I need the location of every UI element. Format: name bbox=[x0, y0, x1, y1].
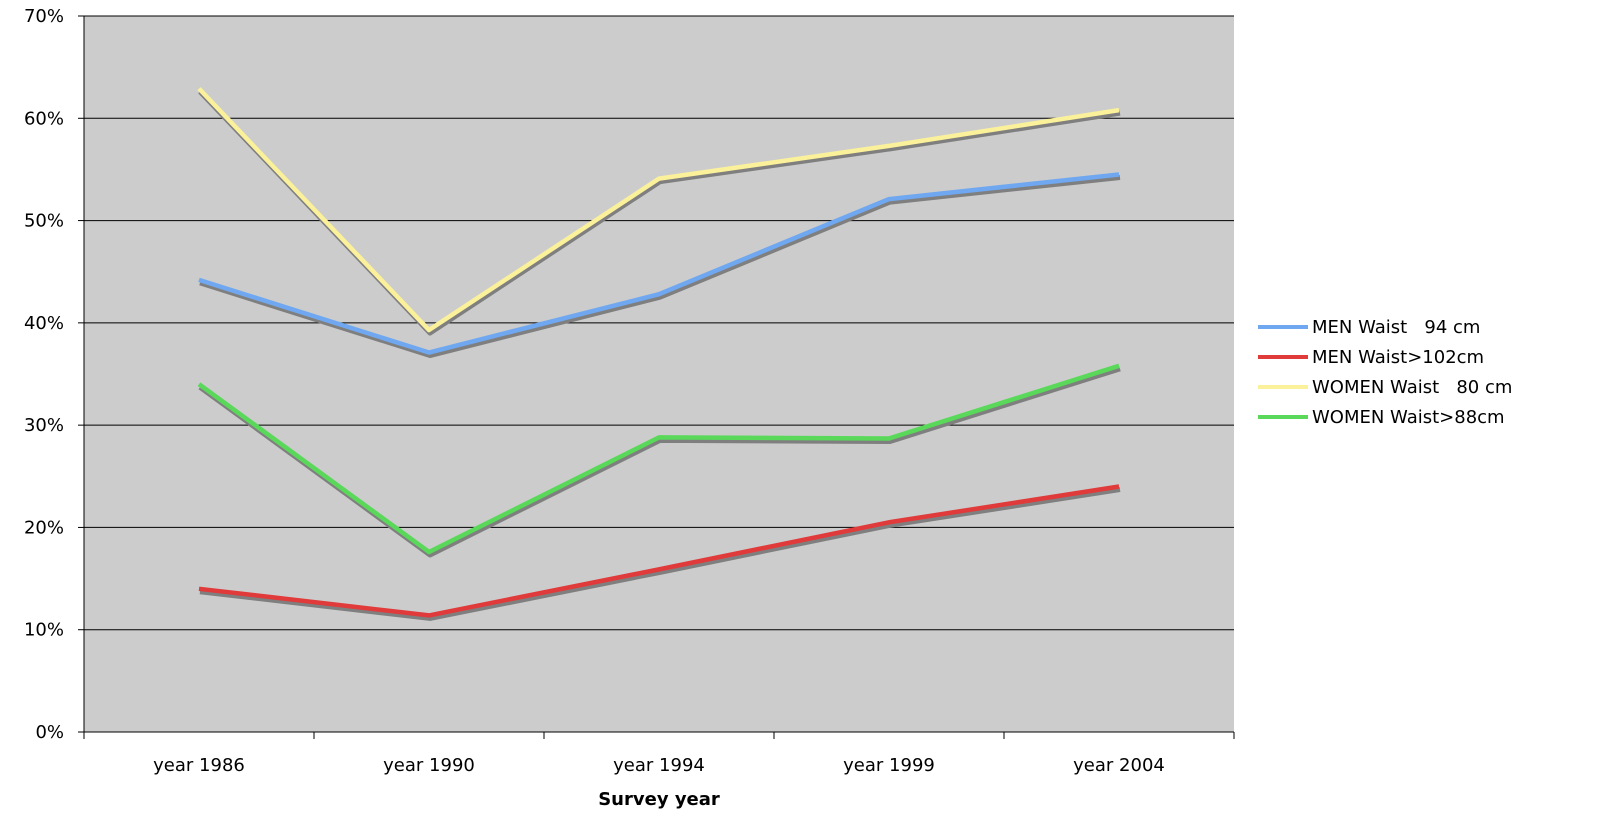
legend-item: MEN Waist>102cm bbox=[1258, 347, 1484, 368]
x-tick-label: year 1999 bbox=[843, 755, 935, 776]
x-tick-label: year 1990 bbox=[383, 755, 475, 776]
y-tick-label: 60% bbox=[24, 108, 64, 129]
y-axis-ticks: 0% 10% 20% 30% 40% 50% 60% 70% bbox=[24, 6, 84, 743]
x-axis-title: Survey year bbox=[598, 789, 720, 810]
legend-label: MEN Waist>102cm bbox=[1312, 347, 1484, 368]
x-axis-ticks: year 1986 year 1990 year 1994 year 1999 year… bbox=[83, 732, 1235, 776]
plot-area bbox=[84, 16, 1234, 732]
legend-item: MEN Waist 94 cm bbox=[1258, 317, 1480, 338]
gridlines bbox=[84, 15, 1234, 631]
legend-item: WOMEN Waist 80 cm bbox=[1258, 377, 1512, 398]
y-tick-label: 50% bbox=[24, 211, 64, 232]
legend-label: WOMEN Waist 80 cm bbox=[1312, 377, 1512, 398]
series-line-2 bbox=[198, 484, 1120, 618]
legend: MEN Waist 94 cm MEN Waist>102cm WOMEN Wais… bbox=[1258, 317, 1512, 428]
x-tick-label: year 1994 bbox=[613, 755, 705, 776]
legend-label: WOMEN Waist>88cm bbox=[1312, 407, 1505, 428]
series-shadow-2 bbox=[199, 487, 1121, 621]
series-shadow-1 bbox=[199, 175, 1121, 359]
y-tick-label: 20% bbox=[24, 517, 64, 538]
series-line-1 bbox=[198, 172, 1120, 355]
y-tick-label: 30% bbox=[24, 415, 64, 436]
series-line-4 bbox=[197, 363, 1120, 555]
x-tick-label: year 1986 bbox=[153, 755, 245, 776]
x-tick-label: year 2004 bbox=[1073, 755, 1165, 776]
y-tick-label: 0% bbox=[35, 722, 64, 743]
series-line-3 bbox=[197, 87, 1120, 333]
series-lines bbox=[197, 87, 1120, 618]
legend-item: WOMEN Waist>88cm bbox=[1258, 407, 1505, 428]
y-tick-label: 10% bbox=[24, 620, 64, 641]
legend-label: MEN Waist 94 cm bbox=[1312, 317, 1480, 338]
y-tick-label: 70% bbox=[24, 6, 64, 27]
y-tick-label: 40% bbox=[24, 313, 64, 334]
